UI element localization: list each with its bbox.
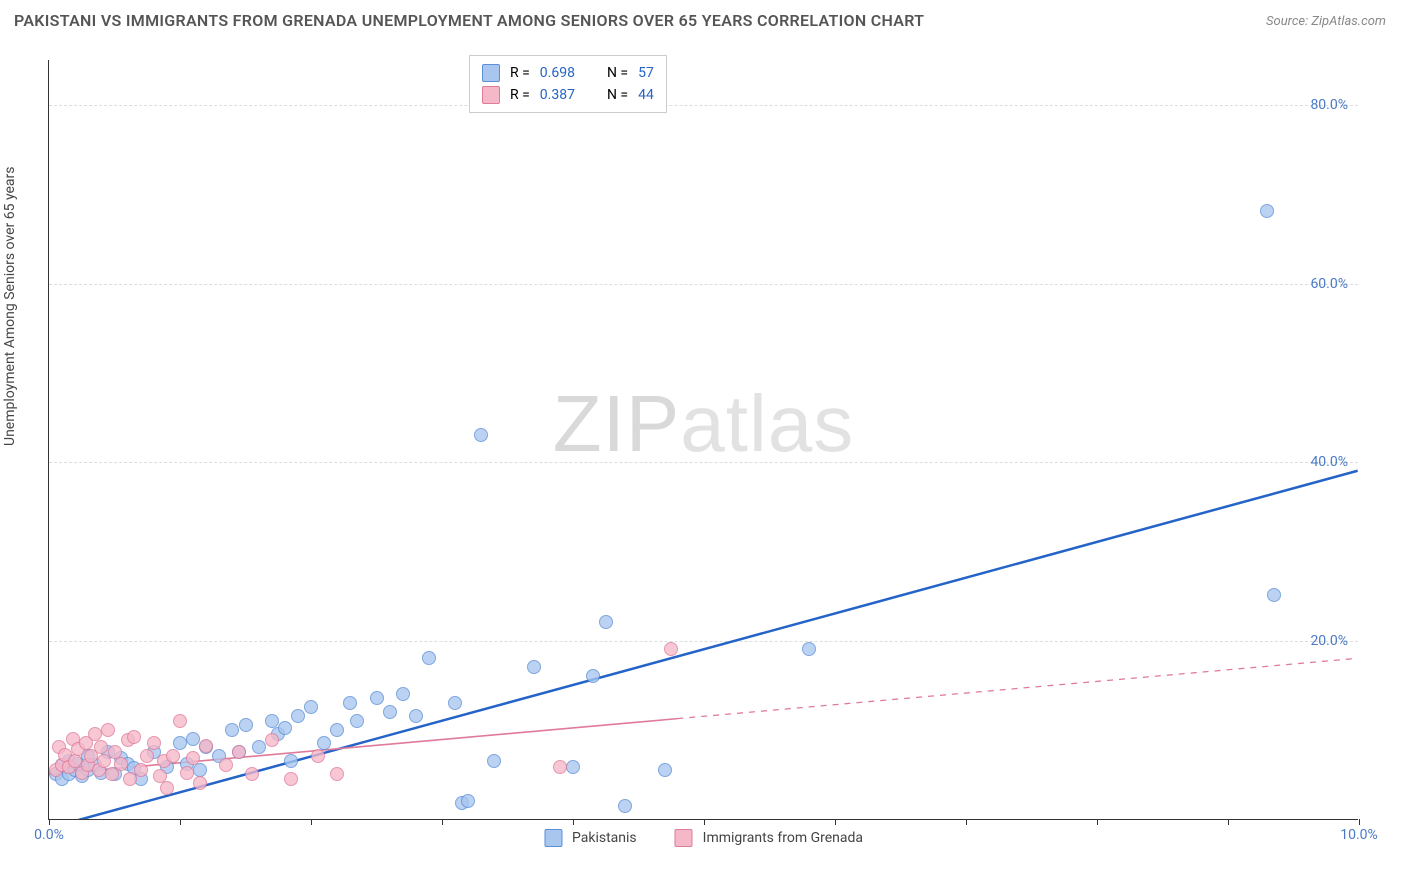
data-point [370,691,384,705]
gridline [49,284,1358,285]
data-point [245,767,259,781]
data-point [180,766,194,780]
data-point [193,776,207,790]
source-attribution: Source: ZipAtlas.com [1266,14,1386,29]
data-point [553,760,567,774]
swatch-grenada [482,86,500,104]
watermark: ZIPatlas [553,378,854,470]
data-point [618,799,632,813]
data-point [186,751,200,765]
data-point [1267,588,1281,602]
legend-row: R = 0.698 N = 57 [482,62,654,84]
data-point [284,754,298,768]
series-name: Immigrants from Grenada [703,830,863,846]
data-point [232,745,246,759]
data-point [166,749,180,763]
x-tick [311,819,312,825]
data-point [317,736,331,750]
data-point [291,709,305,723]
data-point [586,669,600,683]
x-tick [835,819,836,825]
series-name: Pakistanis [572,830,637,846]
data-point [599,615,613,629]
data-point [127,730,141,744]
data-point [802,642,816,656]
data-point [265,714,279,728]
data-point [383,705,397,719]
data-point [278,721,292,735]
x-tick [49,819,50,825]
x-tick [966,819,967,825]
r-value: 0.698 [540,65,575,81]
data-point [311,749,325,763]
y-tick-label: 60.0% [1310,276,1348,292]
data-point [409,709,423,723]
x-tick [180,819,181,825]
data-point [252,740,266,754]
data-point [239,718,253,732]
data-point [173,736,187,750]
n-value: 57 [638,65,654,81]
x-tick [1228,819,1229,825]
data-point [566,760,580,774]
gridline [49,641,1358,642]
legend-row: R = 0.387 N = 44 [482,84,654,106]
data-point [140,749,154,763]
x-tick [442,819,443,825]
data-point [343,696,357,710]
y-tick-label: 20.0% [1310,633,1348,649]
data-point [199,739,213,753]
data-point [664,642,678,656]
data-point [114,757,128,771]
gridline [49,105,1358,106]
series-legend: Pakistanis Immigrants from Grenada [544,829,863,847]
data-point [219,758,233,772]
x-tick [1359,819,1360,825]
x-tick [704,819,705,825]
data-point [225,723,239,737]
y-tick-label: 80.0% [1310,97,1348,113]
plot-area: ZIPatlas R = 0.698 N = 57 R = 0.387 N = … [48,60,1358,820]
data-point [265,733,279,747]
data-point [134,763,148,777]
data-point [186,732,200,746]
y-axis-label: Unemployment Among Seniors over 65 years [2,167,18,447]
data-point [160,781,174,795]
swatch-grenada [675,829,693,847]
swatch-pakistanis [482,64,500,82]
correlation-legend: R = 0.698 N = 57 R = 0.387 N = 44 [469,55,667,113]
data-point [1260,204,1274,218]
data-point [147,736,161,750]
data-point [173,714,187,728]
n-value: 44 [638,87,654,103]
data-point [487,754,501,768]
data-point [461,794,475,808]
data-point [658,763,672,777]
x-tick-label: 0.0% [34,827,64,843]
x-tick [1097,819,1098,825]
y-tick-label: 40.0% [1310,454,1348,470]
r-value: 0.387 [540,87,575,103]
swatch-pakistanis [544,829,562,847]
data-point [422,651,436,665]
data-point [527,660,541,674]
data-point [396,687,410,701]
gridline [49,462,1358,463]
data-point [94,740,108,754]
data-point [448,696,462,710]
x-tick [573,819,574,825]
data-point [350,714,364,728]
data-point [101,723,115,737]
chart-title: PAKISTANI VS IMMIGRANTS FROM GRENADA UNE… [14,11,924,30]
trend-lines [49,60,1358,819]
data-point [284,772,298,786]
data-point [88,727,102,741]
data-point [330,723,344,737]
data-point [330,767,344,781]
data-point [474,428,488,442]
x-tick-label: 10.0% [1340,827,1378,843]
data-point [304,700,318,714]
